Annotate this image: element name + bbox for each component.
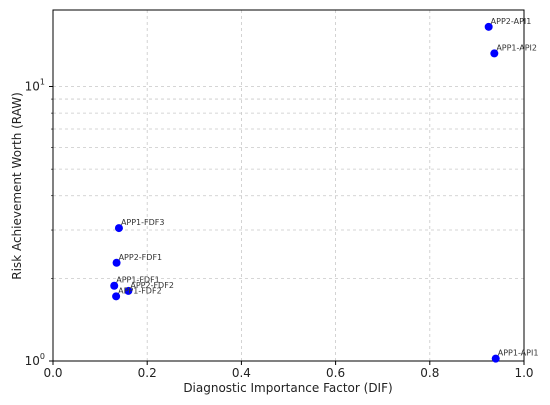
data-point-label: APP2-FDF1: [119, 253, 163, 262]
x-tick-label: 1.0: [514, 366, 533, 380]
data-point: [110, 281, 119, 290]
data-point-label: APP2-FDF2: [130, 281, 174, 290]
x-tick-label: 0.0: [43, 366, 62, 380]
data-point-label: APP1-FDF2: [118, 286, 162, 295]
y-tick-label: 101: [25, 78, 45, 94]
data-point: [112, 258, 121, 267]
x-tick-label: 0.2: [138, 366, 157, 380]
y-axis-label: Risk Achievement Worth (RAW): [10, 92, 24, 279]
data-points: APP2-API1 APP1-API2 APP1-FDF3 APP2-FDF1 APP1…: [110, 17, 538, 363]
data-point-label: APP1-API1: [498, 349, 539, 358]
data-point: [484, 22, 493, 31]
data-point: [114, 224, 123, 233]
grid-lines: [52, 10, 525, 362]
x-axis-label: Diagnostic Importance Factor (DIF): [183, 381, 392, 395]
x-tick-label: 0.4: [232, 366, 251, 380]
data-point: [124, 286, 133, 295]
data-point: [490, 49, 499, 58]
x-tick-label: 0.8: [420, 366, 439, 380]
data-point: [112, 292, 121, 301]
axis-ticks: 0.0 0.2 0.4 0.6 0.8 1.0 101 100: [25, 78, 534, 380]
plot-area-frame: [52, 9, 525, 362]
data-point-label: APP1-API2: [496, 43, 537, 52]
y-tick-label: 100: [25, 352, 45, 368]
data-point-label: APP1-FDF1: [116, 276, 160, 285]
data-point: [491, 354, 500, 363]
data-point-label: APP1-FDF3: [121, 218, 165, 227]
data-point-label: APP2-API1: [491, 17, 532, 26]
x-tick-label: 0.6: [326, 366, 345, 380]
